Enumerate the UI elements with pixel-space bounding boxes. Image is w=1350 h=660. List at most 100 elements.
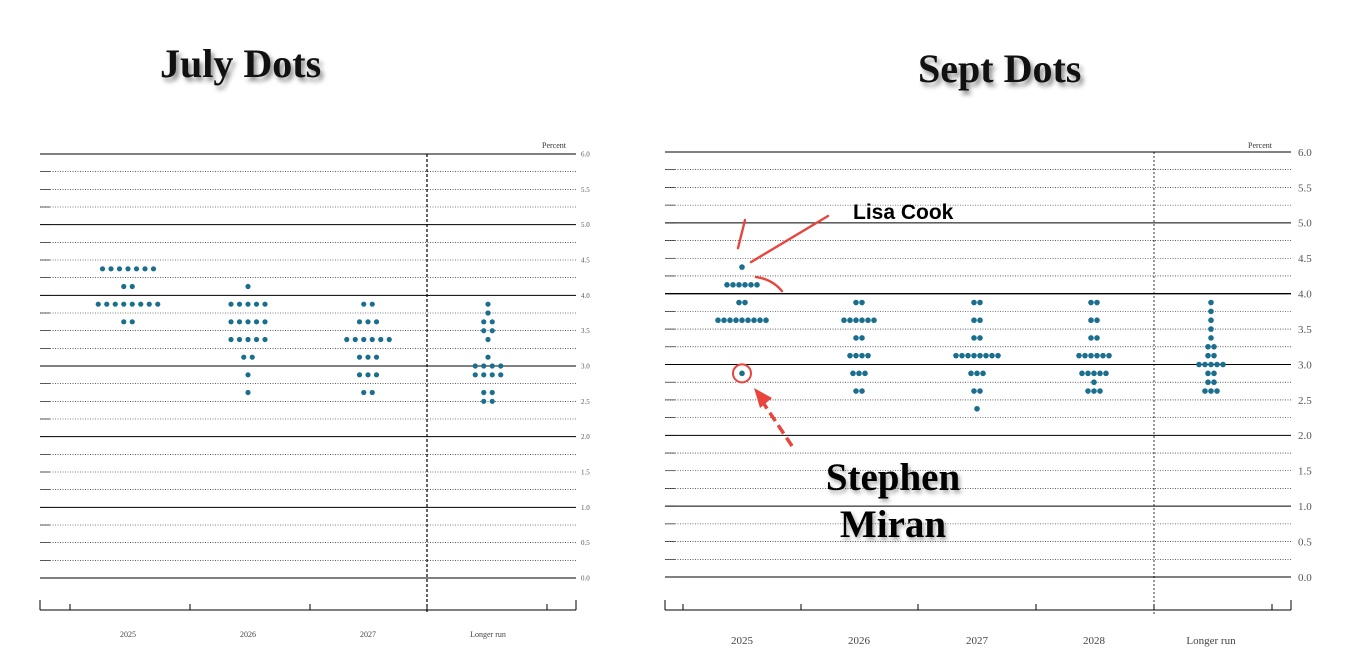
y-tick-label: 5.5 — [1298, 182, 1312, 194]
participant-dot — [485, 354, 491, 360]
participant-dot — [859, 299, 865, 306]
participant-dot — [847, 352, 853, 359]
participant-dot — [859, 352, 865, 359]
participant-dot — [971, 299, 977, 306]
participant-dot — [1220, 361, 1226, 368]
participant-dot — [121, 283, 127, 290]
participant-dot — [730, 282, 736, 288]
participant-dot — [472, 372, 478, 378]
participant-dot — [757, 317, 763, 324]
y-tick-label: 0.5 — [1298, 536, 1312, 548]
participant-dot — [373, 372, 380, 378]
participant-dot — [99, 266, 106, 272]
participant-dot — [245, 336, 251, 343]
participant-dot — [485, 301, 491, 307]
participant-dot — [853, 317, 859, 324]
y-tick-label: 2.5 — [581, 398, 590, 406]
participant-dot — [245, 389, 251, 396]
participant-dot — [1208, 308, 1214, 315]
participant-dot — [146, 301, 152, 307]
participant-dot — [1094, 335, 1100, 341]
participant-dot — [733, 317, 739, 324]
participant-dot — [739, 370, 745, 377]
y-tick-label: 0.0 — [581, 574, 590, 582]
participant-dot — [378, 336, 384, 343]
participant-dot — [763, 317, 769, 324]
participant-dot — [1211, 352, 1217, 359]
y-tick-label: 5.0 — [1298, 218, 1312, 230]
participant-dot — [262, 336, 268, 343]
participant-dot — [1091, 370, 1097, 377]
participant-dot — [133, 266, 140, 272]
participant-dot — [965, 352, 971, 359]
participant-dot — [489, 372, 495, 378]
participant-dot — [853, 388, 859, 394]
participant-dot — [236, 301, 243, 307]
y-tick-label: 3.0 — [1298, 359, 1312, 371]
participant-dot — [971, 352, 977, 359]
participant-dot — [129, 319, 135, 325]
participant-dot — [727, 317, 733, 324]
participant-dot — [245, 283, 251, 290]
participant-dot — [361, 389, 367, 396]
y-tick-label: 3.0 — [581, 362, 590, 370]
participant-dot — [754, 282, 760, 288]
miran-arrow-head — [754, 388, 772, 408]
participant-dot — [1094, 352, 1100, 359]
participant-dot — [1211, 343, 1217, 350]
participant-dot — [249, 354, 255, 360]
participant-dot — [959, 352, 965, 359]
y-tick-label: 3.5 — [1298, 324, 1312, 336]
y-tick-label: 2.0 — [1298, 430, 1312, 442]
participant-dot — [365, 319, 371, 325]
participant-dot — [1202, 388, 1208, 394]
y-tick-label: 1.0 — [1298, 501, 1312, 513]
unit-label: Percent — [1248, 141, 1273, 150]
participant-dot — [245, 319, 251, 325]
participant-dot — [386, 336, 392, 343]
participant-dot — [481, 398, 487, 404]
participant-dot — [977, 352, 983, 359]
y-tick-label: 2.0 — [581, 433, 590, 441]
y-tick-label: 1.0 — [581, 504, 590, 512]
participant-dot — [356, 319, 363, 325]
participant-dot — [489, 389, 495, 396]
x-category-label: 2028 — [1083, 635, 1106, 647]
participant-dot — [856, 370, 862, 377]
participant-dot — [112, 301, 118, 307]
y-tick-label: 4.0 — [1298, 289, 1312, 301]
participant-dot — [142, 266, 148, 272]
participant-dot — [155, 301, 161, 307]
participant-dot — [1085, 388, 1091, 394]
y-tick-label: 4.0 — [581, 292, 590, 300]
x-category-label: 2026 — [848, 635, 871, 647]
participant-dot — [498, 363, 504, 369]
participant-dot — [489, 319, 495, 325]
participant-dot — [736, 299, 742, 306]
participant-dot — [253, 301, 260, 307]
participant-dot — [1094, 317, 1100, 324]
participant-dot — [859, 388, 865, 394]
chart-left-title: July Dots — [160, 41, 322, 86]
participant-dot — [373, 319, 380, 325]
x-category-label: Longer run — [470, 630, 506, 639]
participant-dot — [1208, 335, 1214, 341]
participant-dot — [369, 389, 375, 396]
participant-dot — [1088, 299, 1094, 306]
participant-dot — [150, 266, 157, 272]
participant-dot — [1205, 379, 1211, 386]
participant-dot — [742, 299, 748, 306]
y-tick-label: 5.0 — [581, 221, 590, 229]
participant-dot — [974, 405, 980, 412]
participant-dot — [1094, 299, 1100, 306]
participant-dot — [980, 370, 986, 377]
participant-dot — [498, 372, 504, 378]
y-tick-label: 4.5 — [581, 256, 590, 264]
y-tick-label: 0.5 — [581, 539, 590, 547]
participant-dot — [262, 319, 268, 325]
participant-dot — [977, 317, 983, 324]
participant-dot — [138, 301, 144, 307]
participant-dot — [472, 363, 478, 369]
